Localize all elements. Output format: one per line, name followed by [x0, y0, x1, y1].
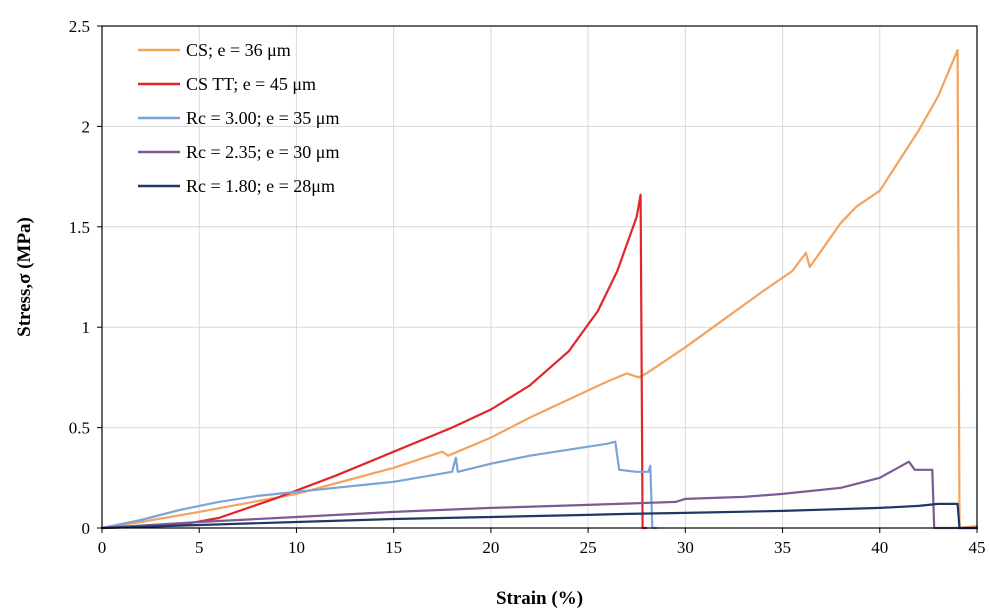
- x-tick-label: 30: [677, 538, 694, 557]
- grid-lines: [102, 26, 977, 528]
- y-axis-title: Stress,σ (MPa): [14, 217, 35, 337]
- y-tick-label: 0: [82, 519, 91, 538]
- x-tick-label: 0: [98, 538, 107, 557]
- x-axis-title: Strain (%): [496, 588, 583, 609]
- plot-frame: [101, 25, 978, 529]
- x-tick-label: 25: [580, 538, 597, 557]
- y-tick-label: 1: [82, 318, 91, 337]
- tick-labels: 0 5 10 15 20 25 30 35 40 45 0 0.5 1 1.5 2 2.5: [69, 17, 986, 557]
- legend-label: CS; e = 36 μm: [186, 40, 291, 60]
- y-tick-label: 0.5: [69, 419, 90, 438]
- x-tick-label: 10: [288, 538, 305, 557]
- legend-label: CS TT; e = 45 μm: [186, 74, 316, 94]
- legend-label: Rc = 2.35; e = 30 μm: [186, 142, 339, 162]
- x-tick-label: 15: [385, 538, 402, 557]
- y-tick-label: 1.5: [69, 218, 90, 237]
- x-tick-label: 45: [969, 538, 986, 557]
- x-tick-label: 35: [774, 538, 791, 557]
- series-lines: [100, 49, 979, 530]
- series-line-5: [100, 502, 979, 530]
- y-tick-label: 2: [82, 117, 91, 136]
- series-line-4: [100, 460, 979, 530]
- x-tick-label: 20: [482, 538, 499, 557]
- series-line-2: [100, 193, 648, 530]
- x-tick-label: 5: [195, 538, 204, 557]
- legend-label: Rc = 1.80; e = 28μm: [186, 176, 335, 196]
- x-tick-label: 40: [871, 538, 888, 557]
- series-line-1: [100, 49, 979, 530]
- legend: CS; e = 36 μm CS TT; e = 45 μm Rc = 3.00; …: [138, 40, 339, 196]
- legend-label: Rc = 3.00; e = 35 μm: [186, 108, 339, 128]
- y-tick-label: 2.5: [69, 17, 90, 36]
- series-line-3: [100, 440, 658, 530]
